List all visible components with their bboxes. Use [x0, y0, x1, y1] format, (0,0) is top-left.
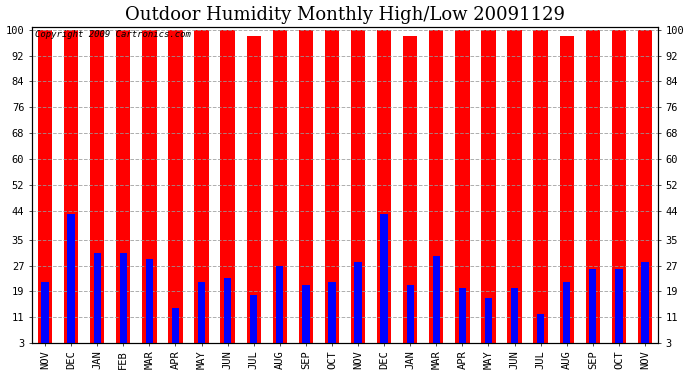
- Bar: [355, 262, 362, 343]
- Bar: [250, 295, 257, 343]
- Bar: [172, 308, 179, 343]
- Bar: [68, 214, 75, 343]
- Bar: [589, 269, 596, 343]
- Text: Copyright 2009 Cartronics.com: Copyright 2009 Cartronics.com: [35, 30, 191, 39]
- Bar: [64, 30, 78, 343]
- Bar: [325, 30, 339, 343]
- Bar: [638, 30, 652, 343]
- Bar: [94, 253, 101, 343]
- Bar: [586, 30, 600, 343]
- Bar: [642, 262, 649, 343]
- Bar: [380, 214, 388, 343]
- Bar: [41, 282, 48, 343]
- Bar: [224, 279, 231, 343]
- Bar: [459, 288, 466, 343]
- Bar: [246, 36, 261, 343]
- Bar: [433, 256, 440, 343]
- Bar: [168, 30, 183, 343]
- Bar: [560, 36, 574, 343]
- Bar: [615, 269, 622, 343]
- Bar: [351, 30, 365, 343]
- Bar: [119, 253, 127, 343]
- Title: Outdoor Humidity Monthly High/Low 20091129: Outdoor Humidity Monthly High/Low 200911…: [125, 6, 565, 24]
- Bar: [406, 285, 414, 343]
- Bar: [455, 30, 470, 343]
- Bar: [276, 266, 284, 343]
- Bar: [299, 30, 313, 343]
- Bar: [377, 30, 391, 343]
- Bar: [146, 259, 153, 343]
- Bar: [403, 36, 417, 343]
- Bar: [537, 314, 544, 343]
- Bar: [563, 282, 571, 343]
- Bar: [273, 30, 287, 343]
- Bar: [511, 288, 518, 343]
- Bar: [90, 30, 104, 343]
- Bar: [38, 30, 52, 343]
- Bar: [612, 30, 626, 343]
- Bar: [220, 30, 235, 343]
- Bar: [302, 285, 310, 343]
- Bar: [198, 282, 205, 343]
- Bar: [429, 30, 444, 343]
- Bar: [482, 30, 495, 343]
- Bar: [533, 30, 548, 343]
- Bar: [485, 298, 492, 343]
- Bar: [507, 30, 522, 343]
- Bar: [328, 282, 335, 343]
- Bar: [195, 30, 208, 343]
- Bar: [142, 30, 157, 343]
- Bar: [116, 30, 130, 343]
